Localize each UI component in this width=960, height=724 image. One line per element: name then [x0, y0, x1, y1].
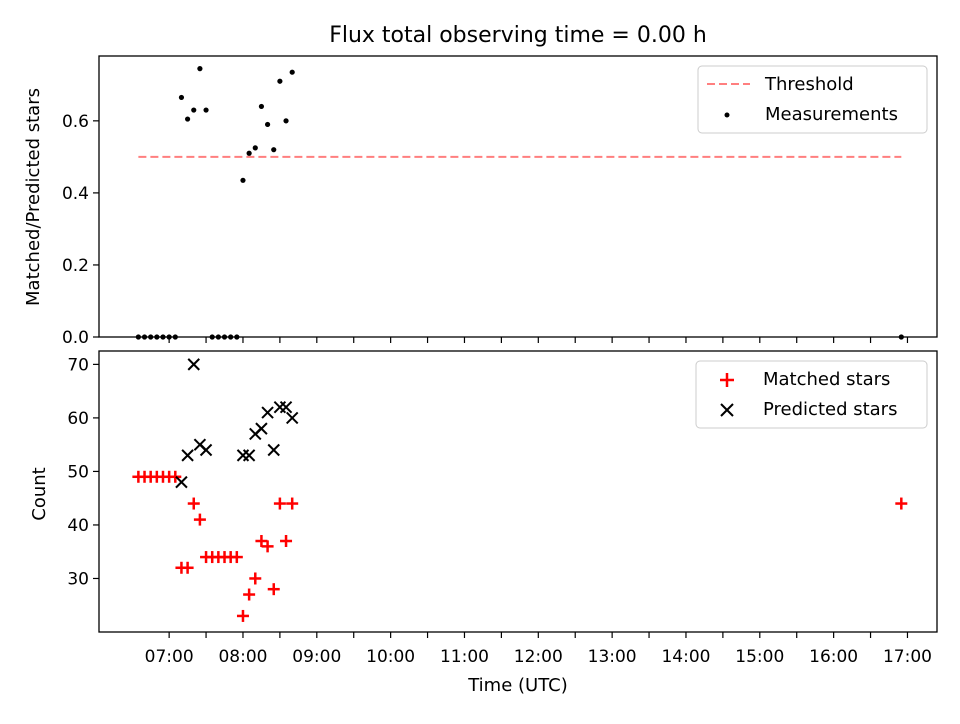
matched-star-point [181, 561, 194, 574]
measurement-point [246, 150, 252, 156]
bottom-y-tick-label: 60 [67, 409, 89, 429]
top-y-tick-label: 0.6 [62, 112, 89, 132]
measurements-legend-label: Measurements [765, 104, 898, 125]
measurement-point [277, 78, 283, 84]
top-axes-frame [98, 55, 938, 338]
measurement-point [184, 116, 191, 122]
bottom-axes-frame [98, 350, 938, 633]
predicted-star-point [175, 475, 188, 489]
x-tick-label: 09:00 [292, 647, 341, 667]
measurements-legend-swatch [724, 112, 730, 118]
measurement-point [271, 147, 277, 153]
matched-star-point [261, 540, 274, 553]
top-y-tick-label: 0.4 [62, 184, 89, 204]
matched-star-point [267, 583, 280, 596]
x-axis-label: Time (UTC) [467, 675, 568, 696]
chart-title: Flux total observing time = 0.00 h [329, 23, 707, 48]
measurement-point [197, 66, 203, 72]
measurement-point [264, 121, 271, 128]
matched-star-point [249, 572, 262, 585]
bottom-y-tick-label: 30 [67, 569, 89, 589]
matched-star-point [280, 535, 293, 548]
matched-star-point [193, 513, 206, 526]
top-legend-box [697, 65, 928, 134]
measurement-point [283, 118, 289, 124]
measurement-point [191, 107, 197, 113]
top-panel: 0.0 0.2 0.4 0.6 Matched/Predicted stars Thr… [23, 55, 938, 348]
x-tick-label: 07:00 [145, 647, 194, 667]
measurement-point [252, 145, 258, 151]
matched-star-point [230, 551, 243, 564]
x-tick-label: 14:00 [661, 647, 710, 667]
matched-star-point [273, 497, 286, 510]
threshold-legend-label: Threshold [764, 74, 854, 95]
bottom-legend: Matched stars Predicted stars [695, 360, 928, 429]
bottom-y-tick-label: 70 [67, 355, 89, 375]
predicted-star-point [261, 406, 274, 419]
matched-star-point [187, 497, 200, 510]
predicted-star-point [242, 449, 256, 462]
x-tick-label: 13:00 [588, 647, 637, 667]
predicted-star-point [285, 411, 299, 425]
top-y-tick-label: 0.2 [62, 256, 89, 276]
measurement-point [258, 103, 265, 110]
bottom-y-tick-label: 40 [67, 516, 89, 536]
x-tick-label: 16:00 [809, 647, 858, 667]
x-tick-label: 12:00 [514, 647, 563, 667]
matched-star-point [255, 535, 268, 548]
matched-legend-label: Matched stars [763, 369, 890, 390]
matched-star-point [169, 470, 182, 483]
measurement-point [240, 177, 246, 183]
matched-star-point [243, 588, 256, 601]
x-tick-label: 08:00 [218, 647, 267, 667]
matched-star-point [236, 609, 249, 622]
top-y-tick-label: 0.0 [62, 328, 89, 348]
predicted-legend-label: Predicted stars [763, 399, 897, 420]
predicted-star-point [267, 443, 280, 457]
bottom-legend-box [695, 360, 928, 429]
matched-star-point [895, 497, 908, 510]
measurement-point [203, 107, 209, 113]
bottom-y-tick-label: 50 [67, 462, 89, 482]
x-tick-label: 17:00 [883, 647, 932, 667]
measurement-point [289, 69, 295, 75]
top-legend: Threshold Measurements [697, 65, 928, 134]
bottom-y-axis-label: Count [29, 467, 50, 520]
bottom-panel: 30 40 50 60 70 07:00 08:00 09:00 10:00 11:00 12:0… [29, 350, 938, 696]
predicted-star-point [199, 443, 213, 457]
top-y-axis-label: Matched/Predicted stars [23, 88, 44, 306]
x-tick-label: 10:00 [366, 647, 415, 667]
predicted-star-point [279, 400, 293, 414]
predicted-star-point [187, 358, 200, 371]
measurement-point [178, 94, 185, 101]
x-tick-label: 15:00 [735, 647, 784, 667]
predicted-legend-swatch [720, 403, 734, 417]
predicted-star-point [255, 422, 268, 435]
x-tick-label: 11:00 [440, 647, 489, 667]
matched-star-point [286, 497, 299, 510]
matched-legend-swatch [720, 373, 734, 387]
predicted-star-point [181, 449, 194, 462]
